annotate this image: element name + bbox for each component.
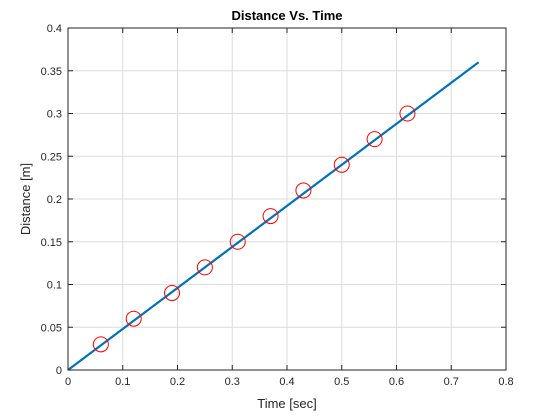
y-tick-label: 0.2 <box>47 194 62 206</box>
data-point <box>333 156 350 173</box>
chart-title: Distance Vs. Time <box>231 8 342 23</box>
x-tick-label: 0.5 <box>334 376 349 388</box>
data-point <box>229 233 246 250</box>
x-tick-label: 0.4 <box>279 376 294 388</box>
fit-line <box>67 61 480 371</box>
data-point <box>125 310 142 327</box>
x-tick-label: 0.8 <box>498 376 513 388</box>
series-layer <box>67 61 480 371</box>
data-point <box>399 105 416 122</box>
data-point <box>262 208 279 225</box>
data-point <box>92 336 109 353</box>
x-tick-label: 0.6 <box>389 376 404 388</box>
x-tick-labels: 0 0.1 0.2 0.3 0.4 0.5 0.6 0.7 0.8 <box>65 376 514 388</box>
data-point <box>295 182 312 199</box>
x-tick-label: 0.7 <box>444 376 459 388</box>
x-axis-label: Time [sec] <box>257 396 316 411</box>
data-point <box>196 259 213 276</box>
data-point <box>366 131 383 148</box>
y-tick-label: 0.25 <box>41 151 62 163</box>
y-tick-label: 0.1 <box>47 280 62 292</box>
y-tick-label: 0.4 <box>47 23 62 35</box>
x-tick-label: 0.2 <box>170 376 185 388</box>
y-tick-labels: 0 0.05 0.1 0.15 0.2 0.25 0.3 0.35 0.4 <box>41 23 62 377</box>
axes-frame <box>67 27 507 371</box>
x-tick-label: 0.3 <box>225 376 240 388</box>
y-tick-label: 0 <box>56 365 62 377</box>
x-tick-label: 0.1 <box>115 376 130 388</box>
y-tick-label: 0.05 <box>41 322 62 334</box>
data-point <box>164 285 181 302</box>
x-tick-label: 0 <box>65 376 71 388</box>
y-tick-label: 0.3 <box>47 109 62 121</box>
y-axis-label: Distance [m] <box>18 163 33 235</box>
y-tick-label: 0.35 <box>41 66 62 78</box>
y-tick-label: 0.15 <box>41 237 62 249</box>
